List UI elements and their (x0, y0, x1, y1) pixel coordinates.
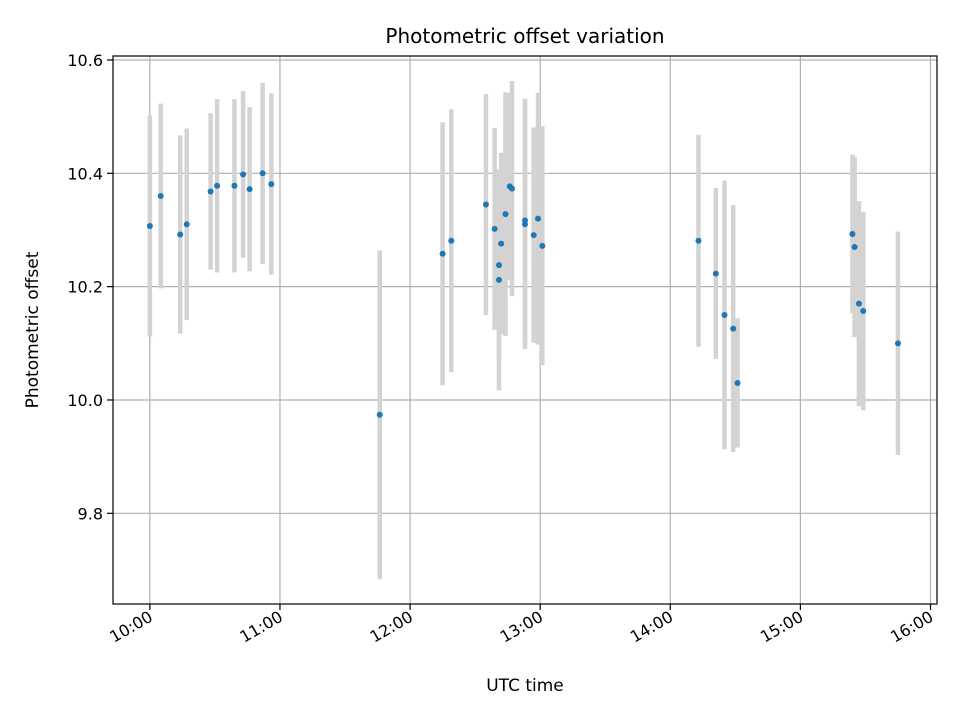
data-point (530, 232, 537, 239)
data-point (491, 225, 498, 232)
data-point (495, 262, 502, 269)
y-tick-label: 9.8 (78, 504, 103, 523)
x-tick-label: 13:00 (497, 607, 546, 647)
data-point (240, 171, 247, 178)
data-point (177, 231, 184, 238)
data-point (482, 201, 489, 208)
data-point (860, 308, 867, 315)
x-tick-label: 11:00 (237, 607, 286, 647)
data-point (268, 181, 275, 188)
data-point (495, 276, 502, 283)
data-point (502, 211, 509, 218)
y-tick-label: 10.4 (67, 164, 103, 183)
x-tick-label: 12:00 (367, 607, 416, 647)
chart-title: Photometric offset variation (385, 24, 664, 48)
errorbars (147, 80, 901, 580)
data-point (214, 182, 221, 189)
x-tick-label: 14:00 (627, 607, 676, 647)
data-point (508, 185, 515, 192)
data-point (721, 311, 728, 318)
y-tick-label: 10.6 (67, 51, 103, 70)
data-point (183, 221, 190, 228)
data-point (535, 215, 542, 222)
data-point (439, 250, 446, 257)
data-point (539, 242, 546, 249)
data-point (855, 300, 862, 307)
plot-frame (112, 55, 938, 605)
data-point (695, 237, 702, 244)
ticks: 10:00 11:00 12:00 13:00 14:00 15:00 16:00 9.8 10… (67, 51, 936, 647)
y-tick-label: 10.2 (67, 278, 103, 297)
data-point (231, 182, 238, 189)
data-point (146, 223, 153, 230)
x-tick-label: 16:00 (887, 607, 936, 647)
data-point (730, 325, 737, 332)
data-point (207, 188, 214, 195)
data-point (522, 221, 528, 228)
data-point (851, 243, 858, 250)
data-points (146, 170, 901, 418)
data-point (448, 237, 455, 244)
data-point (734, 379, 741, 386)
x-tick-label: 15:00 (757, 607, 806, 647)
data-point (376, 411, 383, 418)
data-point (849, 230, 856, 237)
data-point (712, 270, 719, 277)
y-tick-label: 10.0 (67, 391, 103, 410)
data-point (498, 240, 505, 247)
x-axis-title: UTC time (486, 676, 564, 696)
y-axis-title: Photometric offset (23, 251, 43, 408)
data-point (894, 340, 901, 347)
data-point (246, 186, 253, 193)
x-tick-label: 10:00 (106, 607, 155, 647)
data-point (259, 170, 266, 177)
data-point (157, 192, 164, 199)
